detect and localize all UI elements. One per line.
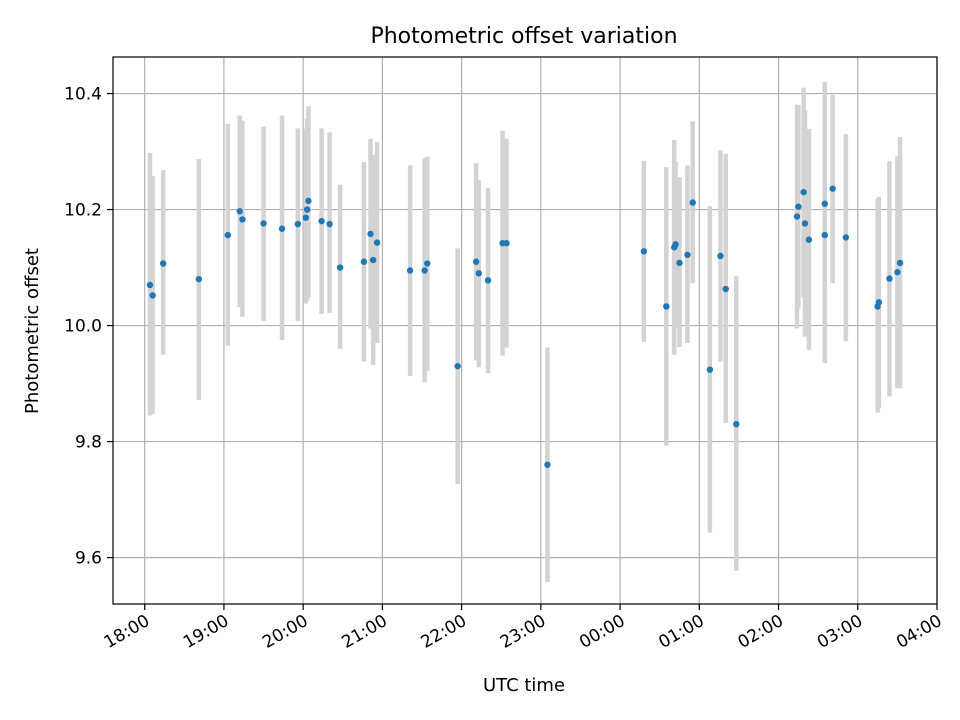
- data-point: [159, 260, 167, 267]
- y-tick-label: 10.4: [64, 85, 102, 105]
- data-point: [149, 292, 156, 299]
- data-point: [318, 217, 325, 225]
- data-point: [224, 231, 232, 239]
- data-point: [676, 259, 683, 267]
- data-point: [305, 197, 312, 205]
- x-axis-label: UTC time: [483, 675, 565, 696]
- data-point: [640, 248, 648, 255]
- data-point: [475, 270, 482, 277]
- data-point: [472, 258, 480, 265]
- data-point: [373, 239, 381, 246]
- y-tick-label: 9.8: [75, 433, 102, 453]
- data-point: [672, 241, 679, 248]
- data-point: [717, 252, 724, 260]
- data-point: [503, 240, 510, 247]
- data-point: [821, 200, 828, 207]
- y-tick-label: 9.6: [75, 549, 102, 569]
- data-point: [239, 216, 246, 223]
- data-point: [689, 199, 696, 206]
- data-point: [146, 281, 154, 289]
- data-point: [294, 220, 302, 228]
- data-point: [326, 220, 333, 228]
- data-point: [544, 461, 551, 468]
- data-point: [663, 303, 670, 310]
- data-point: [795, 203, 802, 210]
- data-point: [894, 269, 901, 276]
- data-point: [302, 214, 309, 221]
- data-point: [406, 267, 414, 274]
- data-point: [336, 264, 344, 271]
- data-point: [684, 251, 691, 259]
- y-tick-label: 10.0: [64, 317, 102, 337]
- data-point: [303, 206, 311, 213]
- data-point: [195, 275, 203, 283]
- data-point: [896, 259, 904, 267]
- data-point: [421, 267, 428, 274]
- data-point: [260, 220, 267, 227]
- data-point: [793, 213, 801, 220]
- data-point: [800, 188, 807, 196]
- data-point: [801, 220, 809, 227]
- y-tick-label: 10.2: [64, 201, 102, 221]
- data-point: [454, 362, 461, 370]
- data-points: [146, 185, 904, 468]
- plot-frame: [112, 56, 938, 605]
- y-axis-ticks: 9.6 9.8 10.0 10.2 10.4: [64, 85, 113, 569]
- data-point: [706, 366, 714, 373]
- data-point: [367, 230, 374, 238]
- data-point: [278, 225, 286, 232]
- data-point: [360, 258, 368, 265]
- data-point: [821, 231, 828, 239]
- data-point: [484, 277, 492, 284]
- data-point: [829, 185, 836, 192]
- y-axis-label: Photometric offset: [22, 248, 43, 414]
- data-point: [369, 256, 377, 264]
- data-point: [722, 285, 729, 293]
- data-point: [733, 420, 740, 428]
- data-point: [805, 236, 813, 243]
- data-point: [424, 260, 431, 267]
- chart-title: Photometric offset variation: [370, 24, 677, 49]
- data-point: [875, 299, 883, 306]
- data-point: [842, 234, 850, 241]
- data-point: [236, 208, 243, 215]
- data-point: [886, 275, 893, 282]
